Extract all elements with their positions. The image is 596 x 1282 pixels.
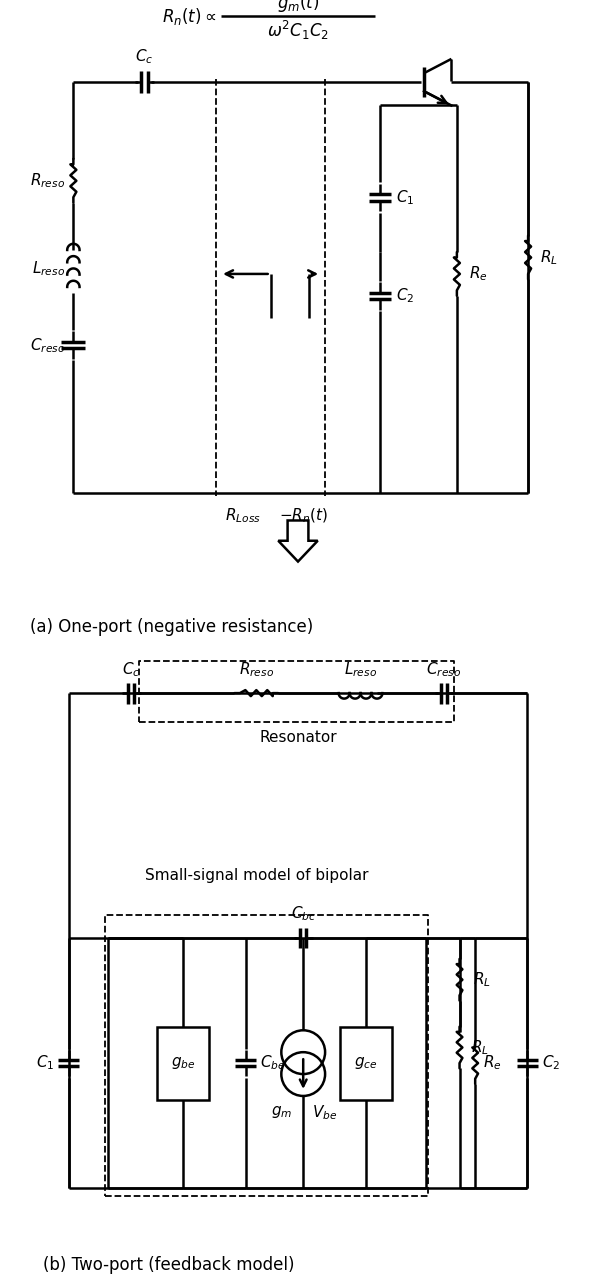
FancyArrow shape: [278, 520, 318, 562]
Text: $C_{be}$: $C_{be}$: [260, 1054, 286, 1073]
Text: $C_{bc}$: $C_{bc}$: [291, 905, 316, 923]
Text: $R_e$: $R_e$: [483, 1054, 502, 1073]
Text: $C_2$: $C_2$: [542, 1054, 560, 1073]
Text: $\omega^2C_1C_2$: $\omega^2C_1C_2$: [267, 18, 329, 42]
Text: $R_L$: $R_L$: [473, 970, 491, 990]
Text: $L_{reso}$: $L_{reso}$: [344, 660, 377, 678]
Text: $C_{reso}$: $C_{reso}$: [30, 336, 65, 355]
Text: $g_m(t)$: $g_m(t)$: [277, 0, 319, 14]
Text: (a) One-port (negative resistance): (a) One-port (negative resistance): [30, 618, 313, 636]
Text: $g_m$: $g_m$: [271, 1104, 292, 1119]
Text: Small-signal model of bipolar: Small-signal model of bipolar: [145, 868, 368, 883]
Text: Resonator: Resonator: [259, 729, 337, 745]
Text: $R_L$: $R_L$: [471, 1038, 489, 1056]
Text: $R_L$: $R_L$: [540, 249, 558, 267]
Text: $C_1$: $C_1$: [36, 1054, 54, 1073]
Bar: [340, 1027, 392, 1100]
Text: (b) Two-port (feedback model): (b) Two-port (feedback model): [43, 1256, 294, 1274]
Text: $R_{reso}$: $R_{reso}$: [30, 172, 65, 190]
Text: $C_c$: $C_c$: [122, 660, 141, 678]
Bar: [157, 1027, 209, 1100]
Text: $R_e$: $R_e$: [469, 264, 488, 283]
Text: $R_{Loss}$: $R_{Loss}$: [225, 506, 261, 526]
Text: $-R_n(t)$: $-R_n(t)$: [279, 506, 328, 526]
Text: $C_{reso}$: $C_{reso}$: [426, 660, 461, 678]
Text: $R_n(t)\propto$: $R_n(t)\propto$: [162, 6, 216, 27]
Text: $R_{reso}$: $R_{reso}$: [239, 660, 274, 678]
Text: $L_{reso}$: $L_{reso}$: [32, 259, 65, 278]
Text: $V_{be}$: $V_{be}$: [312, 1104, 338, 1123]
Text: $C_1$: $C_1$: [396, 188, 414, 206]
Text: $g_{be}$: $g_{be}$: [171, 1055, 195, 1072]
Text: $C_c$: $C_c$: [135, 47, 154, 65]
Text: $g_{ce}$: $g_{ce}$: [354, 1055, 377, 1072]
Text: $C_2$: $C_2$: [396, 286, 414, 305]
